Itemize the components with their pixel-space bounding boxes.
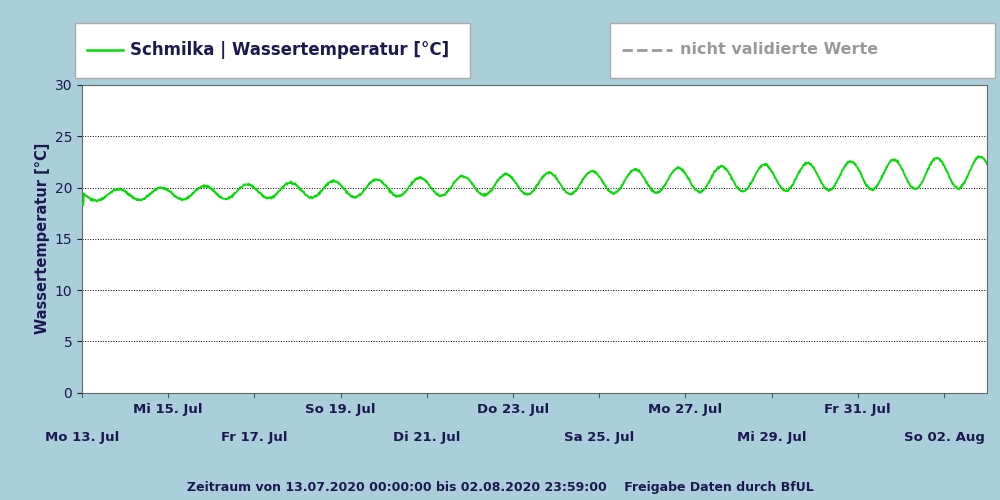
Text: Fr 17. Jul: Fr 17. Jul [221,431,288,444]
Text: Di 21. Jul: Di 21. Jul [393,431,460,444]
Text: Mo 27. Jul: Mo 27. Jul [648,404,722,416]
Text: Do 23. Jul: Do 23. Jul [477,404,549,416]
Text: Mi 15. Jul: Mi 15. Jul [133,404,203,416]
Text: Mi 29. Jul: Mi 29. Jul [737,431,806,444]
Text: Fr 31. Jul: Fr 31. Jul [824,404,891,416]
Text: Sa 25. Jul: Sa 25. Jul [564,431,634,444]
Text: Zeitraum von 13.07.2020 00:00:00 bis 02.08.2020 23:59:00    Freigabe Daten durch: Zeitraum von 13.07.2020 00:00:00 bis 02.… [187,481,813,494]
Text: Mo 13. Jul: Mo 13. Jul [45,431,119,444]
Text: nicht validierte Werte: nicht validierte Werte [680,42,878,58]
Text: So 02. Aug: So 02. Aug [904,431,984,444]
Text: So 19. Jul: So 19. Jul [305,404,376,416]
Text: Schmilka | Wassertemperatur [°C]: Schmilka | Wassertemperatur [°C] [130,41,449,59]
Y-axis label: Wassertemperatur [°C]: Wassertemperatur [°C] [35,143,50,334]
